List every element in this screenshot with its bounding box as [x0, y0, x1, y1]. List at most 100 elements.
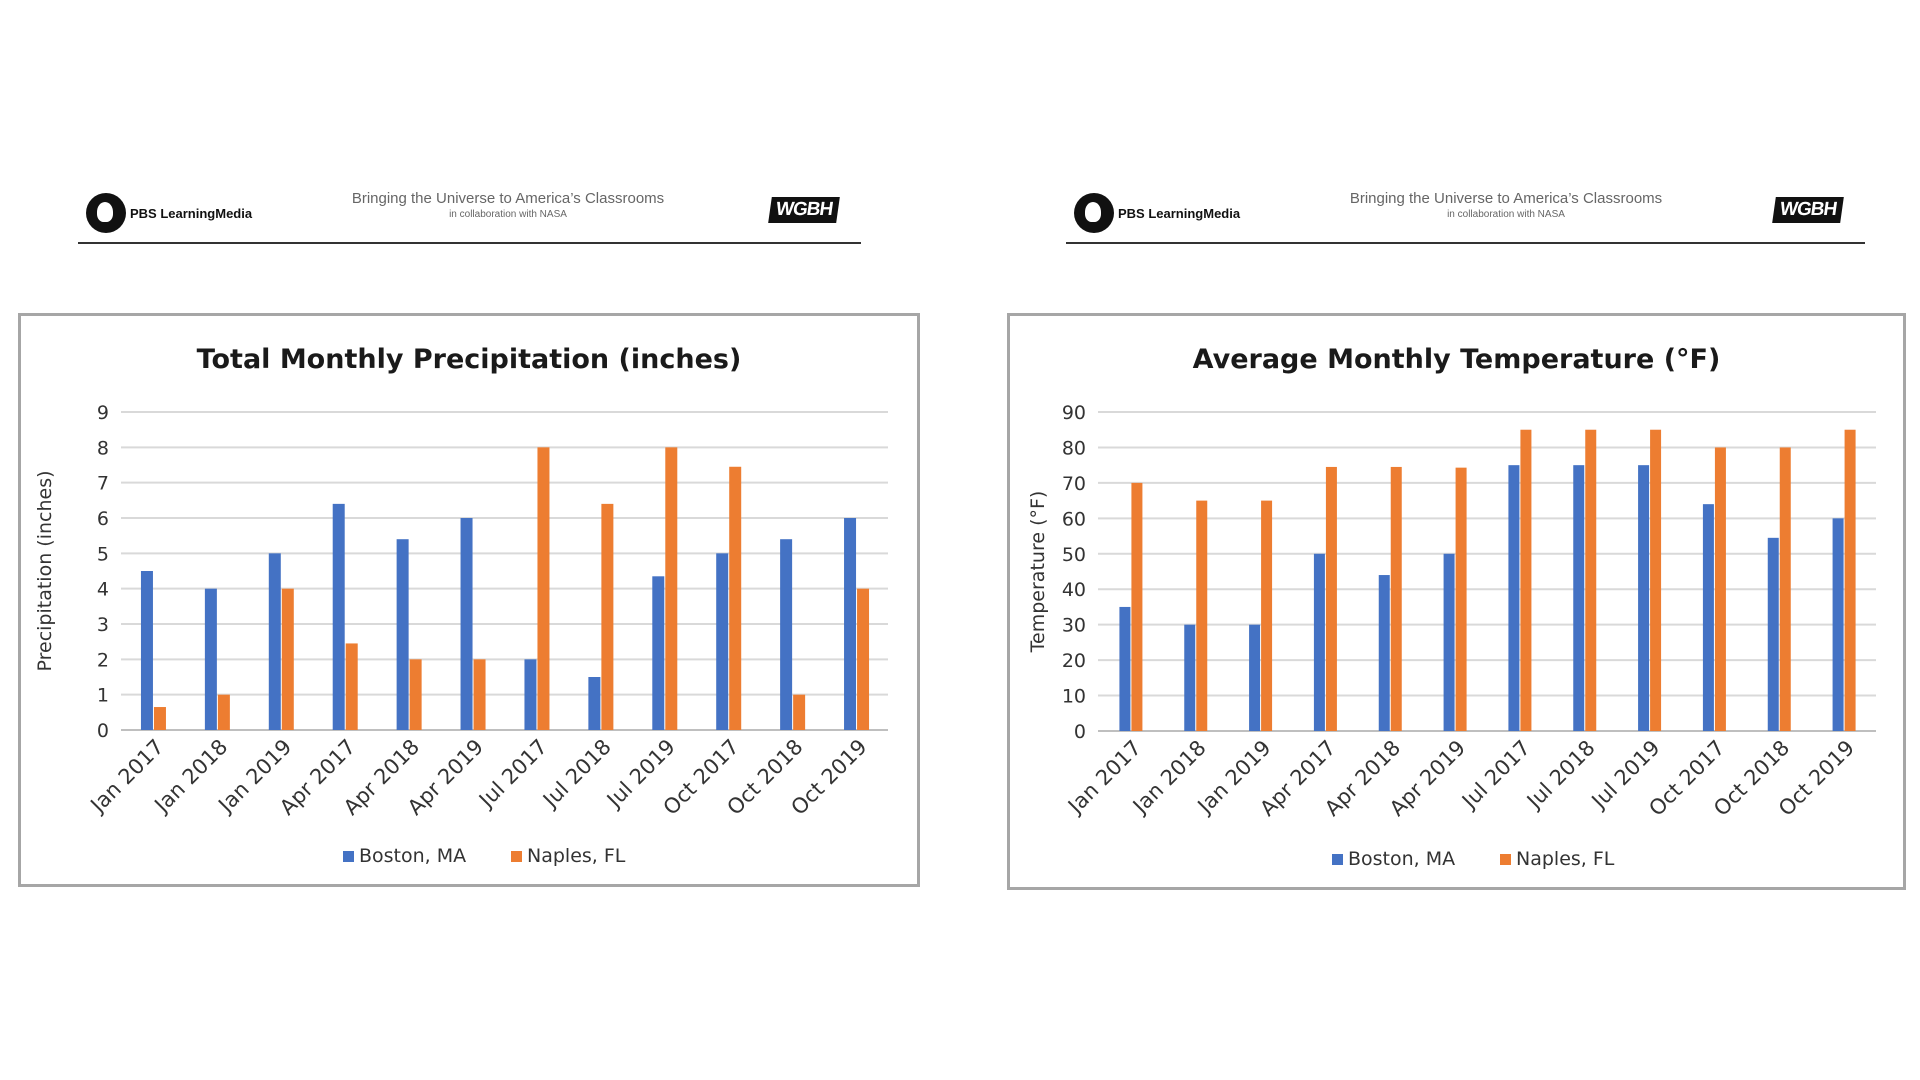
bar-boston: [396, 539, 409, 730]
bar-boston: [460, 518, 473, 730]
pbs-logo: PBS LearningMedia: [86, 193, 252, 233]
legend-label: Boston, MA: [1348, 848, 1455, 870]
bar-boston: [844, 518, 857, 730]
bar-naples: [1455, 467, 1467, 731]
bar-naples: [1261, 500, 1273, 731]
x-tick-label: Jul 2018: [537, 735, 616, 814]
y-tick-label: 20: [1062, 650, 1086, 672]
bar-boston: [204, 588, 217, 730]
y-tick-label: 40: [1062, 579, 1086, 601]
bar-naples: [1196, 500, 1208, 731]
pbs-head-icon: [86, 193, 126, 233]
y-tick-label: 8: [97, 437, 109, 459]
bar-boston: [1378, 575, 1390, 731]
subtagline: in collaboration with NASA: [449, 209, 567, 220]
bar-naples: [153, 707, 166, 730]
x-tick-label: Jul 2017: [1456, 736, 1535, 815]
y-tick-label: 6: [97, 508, 109, 530]
bar-naples: [1325, 466, 1337, 731]
temperature-chart-svg: Average Monthly Temperature (°F) 0 10 20 30 4…: [1027, 344, 1876, 870]
temperature-chart: Average Monthly Temperature (°F) 0 10 20 30 4…: [1007, 313, 1906, 890]
pbs-logo: PBS LearningMedia: [1074, 193, 1240, 233]
chart-title: Total Monthly Precipitation (inches): [197, 344, 742, 375]
bar-naples: [1131, 482, 1143, 731]
bar-naples: [1585, 429, 1597, 731]
bar-naples: [793, 694, 806, 730]
wgbh-logo: WGBH: [768, 197, 840, 223]
legend-swatch: [343, 851, 354, 862]
bar-boston: [1508, 465, 1520, 731]
y-tick-label: 80: [1062, 437, 1086, 459]
precipitation-chart: Total Monthly Precipitation (inches) 0 1 2 3…: [18, 313, 920, 887]
bar-naples: [665, 447, 678, 730]
bar-boston: [1443, 553, 1455, 731]
legend-swatch: [1500, 854, 1511, 865]
tagline-block: Bringing the Universe to America’s Class…: [308, 190, 708, 220]
bar-naples: [345, 643, 358, 730]
bar-boston: [1638, 465, 1650, 731]
chart-title: Average Monthly Temperature (°F): [1193, 344, 1721, 375]
bar-boston: [1313, 553, 1325, 731]
y-tick-label: 3: [97, 614, 109, 636]
y-axis-label: Temperature (°F): [1027, 491, 1049, 654]
y-tick-label: 7: [97, 473, 109, 495]
brand-name: PBS LearningMedia: [130, 205, 253, 221]
header-right: PBS LearningMedia Bringing the Universe …: [1066, 185, 1865, 245]
bar-boston: [1832, 518, 1844, 731]
bar-boston: [332, 503, 345, 730]
x-tick-label: Jul 2017: [473, 735, 552, 814]
bar-boston: [716, 553, 729, 730]
y-tick-label: 1: [97, 685, 109, 707]
bar-naples: [281, 588, 294, 730]
bar-naples: [601, 503, 614, 730]
y-tick-label: 5: [97, 543, 109, 565]
y-axis-label: Precipitation (inches): [34, 470, 56, 671]
y-tick-label: 10: [1062, 686, 1086, 708]
subtagline: in collaboration with NASA: [1447, 209, 1565, 220]
bar-naples: [1520, 429, 1532, 731]
legend-label: Naples, FL: [527, 845, 626, 867]
bar-boston: [268, 553, 281, 730]
bar-naples: [409, 659, 422, 730]
bar-naples: [1714, 447, 1726, 731]
x-tick-label: Jul 2018: [1521, 736, 1600, 815]
tagline: Bringing the Universe to America’s Class…: [1349, 190, 1663, 207]
bar-boston: [780, 539, 793, 730]
y-tick-label: 2: [97, 649, 109, 671]
bar-naples: [473, 659, 486, 730]
y-tick-label: 30: [1062, 615, 1086, 637]
bar-naples: [1844, 429, 1856, 731]
bar-boston: [140, 571, 153, 730]
tagline: Bringing the Universe to America’s Class…: [351, 190, 665, 207]
brand-name: PBS LearningMedia: [1118, 205, 1241, 221]
header-divider: [78, 242, 861, 244]
y-tick-label: 70: [1062, 473, 1086, 495]
pbs-head-icon: [1074, 193, 1114, 233]
y-tick-label: 90: [1062, 402, 1086, 424]
y-tick-label: 0: [97, 720, 109, 742]
bar-boston: [1573, 465, 1585, 731]
bar-boston: [524, 659, 537, 730]
y-tick-label: 4: [97, 579, 109, 601]
bar-naples: [537, 447, 550, 730]
header-left: PBS LearningMedia Bringing the Universe …: [78, 185, 861, 245]
bar-boston: [1702, 504, 1714, 731]
legend-swatch: [511, 851, 522, 862]
y-tick-label: 50: [1062, 544, 1086, 566]
legend-label: Naples, FL: [1516, 848, 1615, 870]
y-tick-label: 9: [97, 402, 109, 424]
wgbh-logo: WGBH: [1772, 197, 1844, 223]
bar-naples: [1779, 447, 1791, 731]
bar-boston: [1249, 624, 1261, 731]
bar-naples: [1650, 429, 1662, 731]
tagline-block: Bringing the Universe to America’s Class…: [1306, 190, 1706, 220]
bar-boston: [1767, 537, 1779, 731]
bar-boston: [1184, 624, 1196, 731]
y-tick-label: 0: [1074, 721, 1086, 743]
bar-boston: [1119, 606, 1131, 731]
bar-naples: [729, 466, 742, 730]
legend-swatch: [1332, 854, 1343, 865]
bar-naples: [857, 588, 870, 730]
precipitation-chart-svg: Total Monthly Precipitation (inches) 0 1 2 3…: [34, 344, 888, 867]
bar-naples: [1390, 466, 1402, 731]
